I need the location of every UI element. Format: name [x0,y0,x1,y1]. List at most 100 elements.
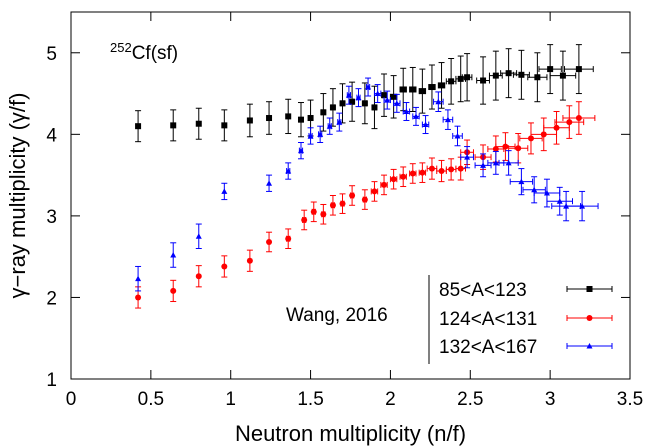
data-point [487,150,505,175]
data-point [195,223,202,250]
data-marker [345,92,352,98]
data-point [445,57,457,105]
y-axis-title: γ−ray multiplicity (γ/f) [5,93,30,299]
data-marker [543,190,550,196]
data-marker [457,165,464,172]
data-point [409,66,417,112]
data-marker [403,108,410,114]
data-marker [454,132,461,139]
data-marker [575,66,582,73]
data-point [339,83,346,124]
data-point [389,75,398,119]
data-marker [320,109,327,116]
data-point [549,50,577,101]
data-marker [419,88,426,95]
legend-label: 124<A<131 [439,309,537,330]
legend-label: 132<A<167 [439,337,537,358]
data-marker [438,82,445,89]
data-marker [381,181,388,188]
data-marker [297,116,304,123]
data-point [381,73,388,117]
data-point [221,255,228,278]
data-marker [195,120,202,127]
data-marker [349,192,356,199]
data-marker [575,115,582,122]
data-marker [365,84,372,90]
data-point [436,159,447,183]
series-2 [135,101,596,309]
data-point [512,49,530,100]
data-marker [400,86,407,93]
data-marker [361,196,368,203]
data-point [297,141,304,160]
data-point [266,101,273,135]
data-marker [480,77,487,84]
data-marker [317,131,324,137]
data-marker [438,168,445,175]
data-marker [310,208,317,215]
data-marker [457,75,464,82]
data-point [221,109,228,142]
data-marker [559,72,566,79]
data-point [320,203,327,225]
data-marker [428,84,435,91]
data-point [495,132,516,161]
series-layer [135,44,599,309]
data-point [135,265,142,292]
data-point [402,102,411,121]
data-point [488,50,503,101]
data-point [383,90,391,110]
data-marker [329,202,336,209]
data-point [452,125,463,147]
data-marker [339,100,346,107]
data-marker [419,169,426,176]
data-marker [320,211,327,218]
x-tick-label: 2 [385,389,396,410]
data-marker [339,200,346,207]
data-marker [505,159,512,166]
data-point [393,93,401,113]
data-point [339,193,346,214]
data-marker [390,176,397,183]
data-point [527,52,548,103]
data-marker [480,162,487,168]
nucleus-annotation: 252Cf(sf) [110,40,178,65]
data-marker [534,74,541,81]
data-point [285,228,292,250]
data-marker [448,78,455,85]
data-point [349,185,356,206]
data-marker [246,117,253,124]
data-point [135,110,142,143]
data-point [409,163,417,184]
data-marker [400,173,407,180]
data-point [301,209,308,231]
data-marker [170,287,177,294]
data-point [428,64,436,110]
data-point [345,85,352,105]
data-point [170,279,177,303]
data-marker [266,115,273,122]
data-point [320,93,327,132]
data-marker [381,92,388,99]
data-point [455,55,466,103]
data-point [285,162,292,180]
data-marker [170,252,177,258]
data-point [455,156,466,181]
data-marker [266,238,273,245]
data-marker [307,132,314,139]
data-marker [412,113,419,119]
data-point [389,168,398,190]
y-tick-label: 1 [46,370,57,391]
data-marker [515,145,522,152]
data-point [461,53,473,102]
data-marker [444,116,451,123]
nucleus-name: Cf(sf) [132,43,178,64]
data-marker [135,123,142,130]
data-point [195,107,202,140]
data-marker [355,94,362,101]
data-point [399,67,407,112]
data-marker [518,178,525,185]
data-point [170,109,177,142]
data-point [421,115,430,135]
